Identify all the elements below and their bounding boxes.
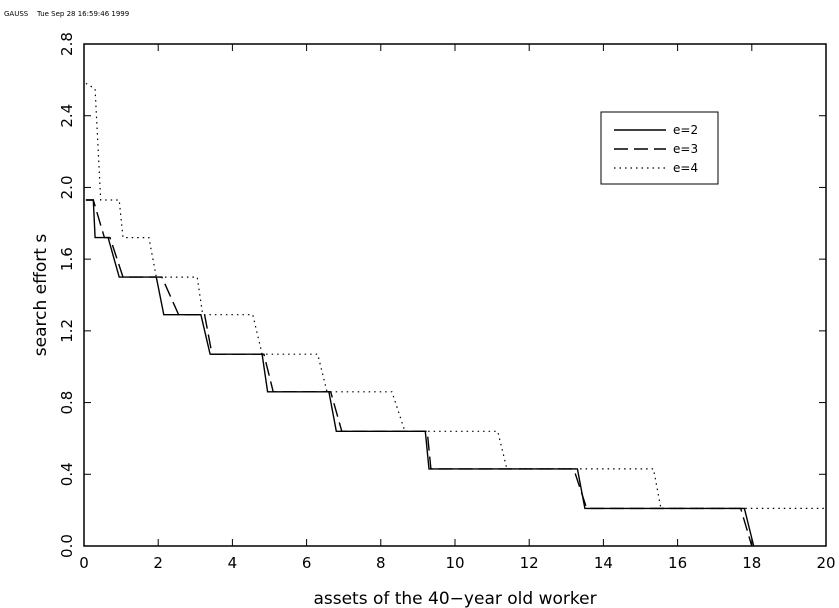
x-tick-label: 2 [153,554,163,572]
x-tick-label: 20 [816,554,835,572]
legend-box [600,111,719,185]
x-tick-label: 0 [79,554,89,572]
x-tick-label: 8 [376,554,386,572]
legend-label: e=4 [673,161,698,175]
x-tick-label: 18 [742,554,761,572]
y-tick-label: 0.4 [58,462,76,486]
x-tick-label: 12 [520,554,539,572]
y-tick-label: 2.0 [58,175,76,199]
y-tick-label: 2.8 [58,32,76,56]
x-axis-label: assets of the 40−year old worker [313,589,596,608]
y-tick-label: 1.6 [58,247,76,271]
series-line-e-3 [85,199,753,547]
x-tick-label: 10 [445,554,464,572]
x-axis: 0 2 4 6 8 10 12 14 16 18 20 [79,44,836,572]
y-tick-label: 1.2 [58,319,76,343]
y-axis: 0.0 0.4 0.8 1.2 1.6 2.0 2.4 2.8 [58,32,826,558]
x-tick-label: 6 [302,554,312,572]
y-tick-label: 0.8 [58,391,76,415]
series-layer [85,82,826,547]
y-axis-label: search effort s [31,234,51,357]
x-tick-label: 4 [228,554,238,572]
timestamp-label: Tue Sep 28 16:59:46 1999 [36,10,129,18]
legend: e=2 e=3 e=4 [600,111,719,185]
x-tick-label: 16 [668,554,687,572]
legend-label: e=2 [673,123,698,137]
y-tick-label: 0.0 [58,534,76,558]
legend-label: e=3 [673,142,698,156]
series-line-e-2 [85,199,755,547]
y-tick-label: 2.4 [58,104,76,128]
program-label: GAUSS [4,10,29,18]
x-tick-label: 14 [594,554,613,572]
